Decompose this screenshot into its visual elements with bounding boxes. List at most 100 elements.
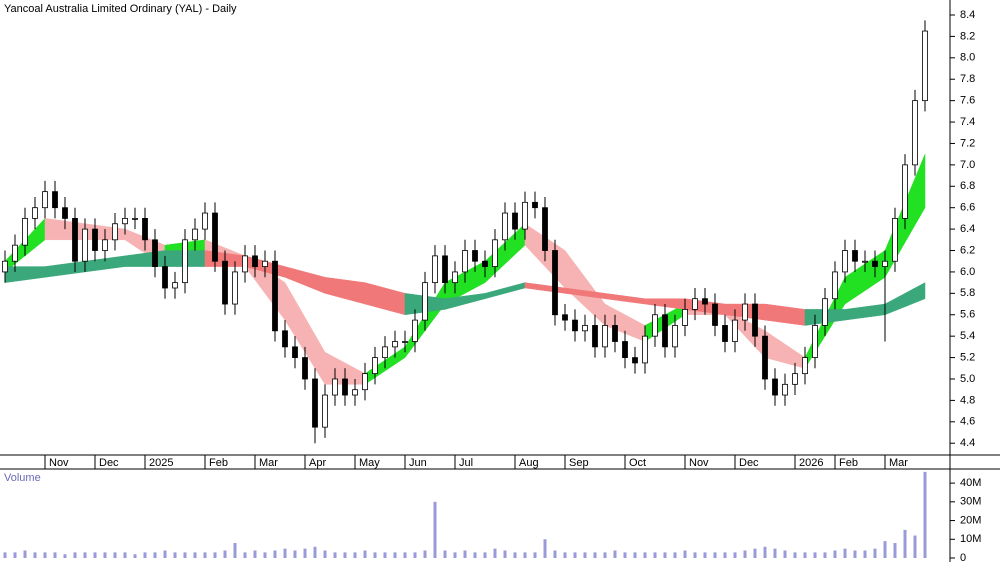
volume-bar	[863, 550, 867, 558]
candle-body	[452, 271, 458, 284]
volume-bar	[913, 535, 917, 558]
volume-bar	[563, 552, 567, 558]
volume-bar	[223, 550, 227, 558]
x-tick-label: Mar	[259, 457, 278, 469]
y-tick-label: 8.0	[960, 52, 975, 64]
volume-label: Volume	[4, 472, 41, 484]
candle-body	[272, 260, 278, 332]
candle-body	[722, 325, 728, 342]
candle-body	[392, 341, 398, 348]
candle-body	[242, 255, 248, 273]
candle-body	[552, 250, 558, 316]
volume-bar	[43, 552, 47, 558]
candle-body	[422, 282, 428, 321]
x-tick-label: Sep	[569, 457, 589, 469]
volume-bar	[523, 552, 527, 558]
candle-body	[562, 314, 568, 321]
volume-bar	[903, 529, 907, 558]
candle-body	[542, 207, 548, 251]
volume-bar	[303, 548, 307, 558]
candle-body	[872, 260, 878, 267]
volume-bar	[393, 552, 397, 558]
candle-body	[472, 250, 478, 262]
candle-body	[152, 239, 158, 267]
volume-bar	[83, 552, 87, 558]
candle-body	[792, 373, 798, 385]
volume-bar	[123, 552, 127, 558]
volume-tick-label: 0	[960, 552, 966, 562]
candle-body	[142, 217, 148, 241]
volume-bar	[663, 552, 667, 558]
volume-bar	[543, 539, 547, 558]
volume-bar	[763, 546, 767, 558]
volume-bar	[183, 552, 187, 558]
volume-bar	[433, 501, 437, 558]
volume-bar	[73, 552, 77, 558]
candle-body	[922, 30, 928, 102]
candle-body	[82, 228, 88, 262]
candle-body	[572, 319, 578, 332]
candle-body	[772, 378, 778, 396]
volume-bar	[293, 550, 297, 558]
candle-body	[412, 319, 418, 342]
volume-bar	[343, 552, 347, 558]
volume-bar	[263, 552, 267, 558]
candle-body	[502, 212, 508, 241]
volume-tick-label: 10M	[960, 533, 981, 545]
y-tick-label: 7.2	[960, 137, 975, 149]
volume-bar	[743, 550, 747, 558]
candle-body	[232, 271, 238, 305]
volume-bar	[453, 552, 457, 558]
candle-body	[842, 250, 848, 273]
volume-bar	[403, 552, 407, 558]
volume-bar	[673, 552, 677, 558]
candle-body	[172, 282, 178, 289]
candle-body	[512, 212, 518, 230]
volume-bar	[463, 550, 467, 558]
candle-body	[312, 378, 318, 428]
volume-bar	[153, 552, 157, 558]
volume-bar	[333, 552, 337, 558]
volume-bar	[753, 548, 757, 558]
candle-body	[852, 250, 858, 262]
volume-bar	[13, 552, 17, 558]
candle-body	[432, 255, 438, 284]
volume-bar	[493, 548, 497, 558]
candle-body	[22, 217, 28, 246]
candle-body	[882, 260, 888, 267]
volume-bar	[683, 550, 687, 558]
y-tick-label: 6.8	[960, 180, 975, 192]
candle-body	[692, 298, 698, 310]
volume-tick-label: 20M	[960, 514, 981, 526]
candle-body	[462, 250, 468, 273]
y-tick-label: 4.6	[960, 416, 975, 428]
x-tick-label: Dec	[739, 457, 759, 469]
y-tick-label: 7.0	[960, 159, 975, 171]
volume-bar	[193, 552, 197, 558]
candle-body	[642, 335, 648, 364]
x-tick-label: Aug	[519, 457, 539, 469]
volume-bar	[23, 550, 27, 558]
volume-bar	[803, 552, 807, 558]
volume-bar	[833, 550, 837, 558]
candle-body	[12, 244, 18, 262]
candle-body	[492, 239, 498, 267]
x-tick-label: 2026	[799, 457, 823, 469]
volume-bar	[853, 550, 857, 558]
candle-body	[782, 383, 788, 396]
candle-body	[902, 164, 908, 219]
candle-body	[362, 373, 368, 391]
volume-bar	[783, 550, 787, 558]
volume-bar	[133, 554, 137, 558]
volume-bar	[363, 550, 367, 558]
y-tick-label: 7.4	[960, 116, 975, 128]
x-tick-label: Oct	[629, 457, 646, 469]
volume-bar	[583, 552, 587, 558]
volume-bar	[883, 541, 887, 558]
volume-bar	[473, 552, 477, 558]
volume-bar	[423, 550, 427, 558]
y-tick-label: 5.0	[960, 373, 975, 385]
volume-bar	[703, 552, 707, 558]
candle-body	[122, 217, 128, 225]
volume-bar	[273, 550, 277, 558]
